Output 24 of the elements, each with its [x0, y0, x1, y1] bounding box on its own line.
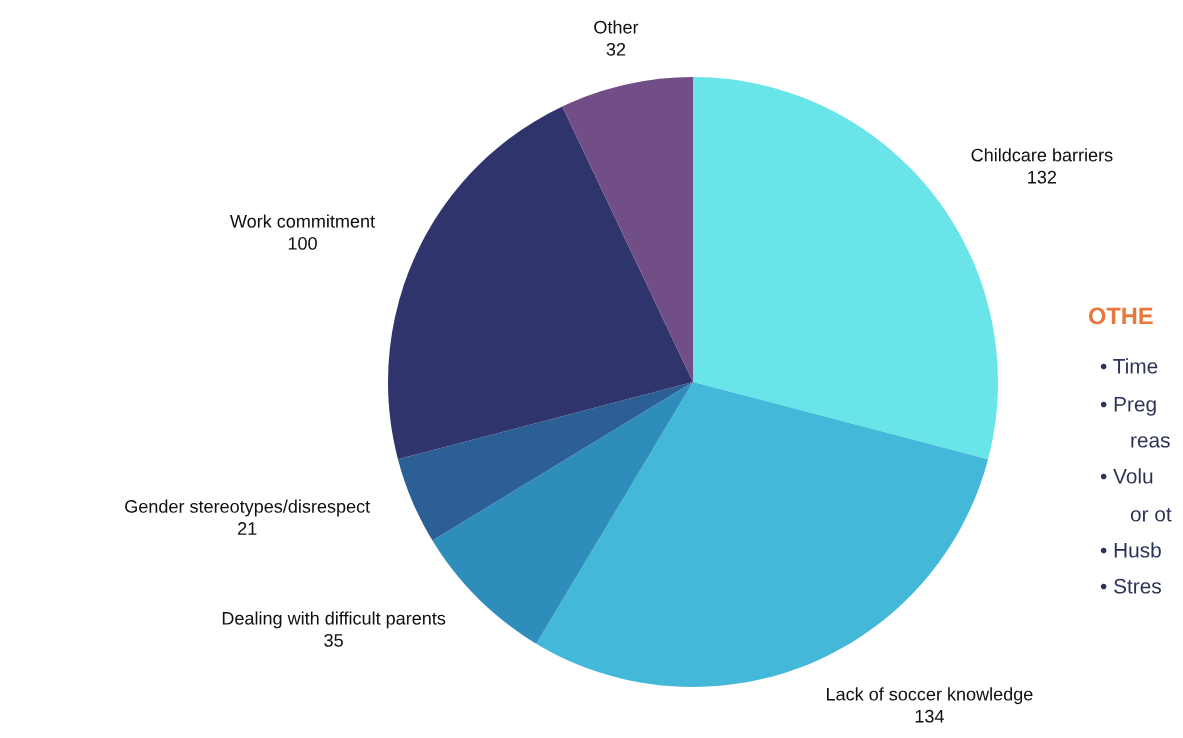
pie-slice — [388, 106, 693, 460]
slice-label: Other — [594, 20, 639, 34]
text: • Volu — [1100, 468, 1153, 484]
slice-label: Work commitment — [230, 214, 375, 228]
text: • Stres — [1100, 578, 1161, 594]
data-label: 134 — [915, 709, 944, 723]
data-label: 132 — [1028, 170, 1057, 184]
slice-label: Childcare barriers — [971, 148, 1113, 162]
data-label: 100 — [288, 236, 317, 250]
text: or ot — [1130, 507, 1172, 522]
text: • Time — [1100, 358, 1158, 374]
pie-slice — [536, 382, 989, 687]
slice-label: Gender stereotypes/disrespect — [125, 499, 371, 517]
data-label: 21 — [238, 522, 257, 535]
text: OTHE — [1088, 307, 1153, 325]
slice-label: Lack of soccer knowledge — [827, 687, 1033, 705]
pie-slice — [562, 77, 693, 382]
data-label: 32 — [606, 42, 626, 56]
data-label: 35 — [324, 633, 343, 647]
text: reas — [1131, 436, 1170, 448]
text: • Preg — [1100, 397, 1156, 416]
slice-label: Dealing with difficult parents — [222, 611, 446, 629]
pie-slice — [397, 382, 693, 541]
text: • Husb — [1100, 542, 1161, 558]
